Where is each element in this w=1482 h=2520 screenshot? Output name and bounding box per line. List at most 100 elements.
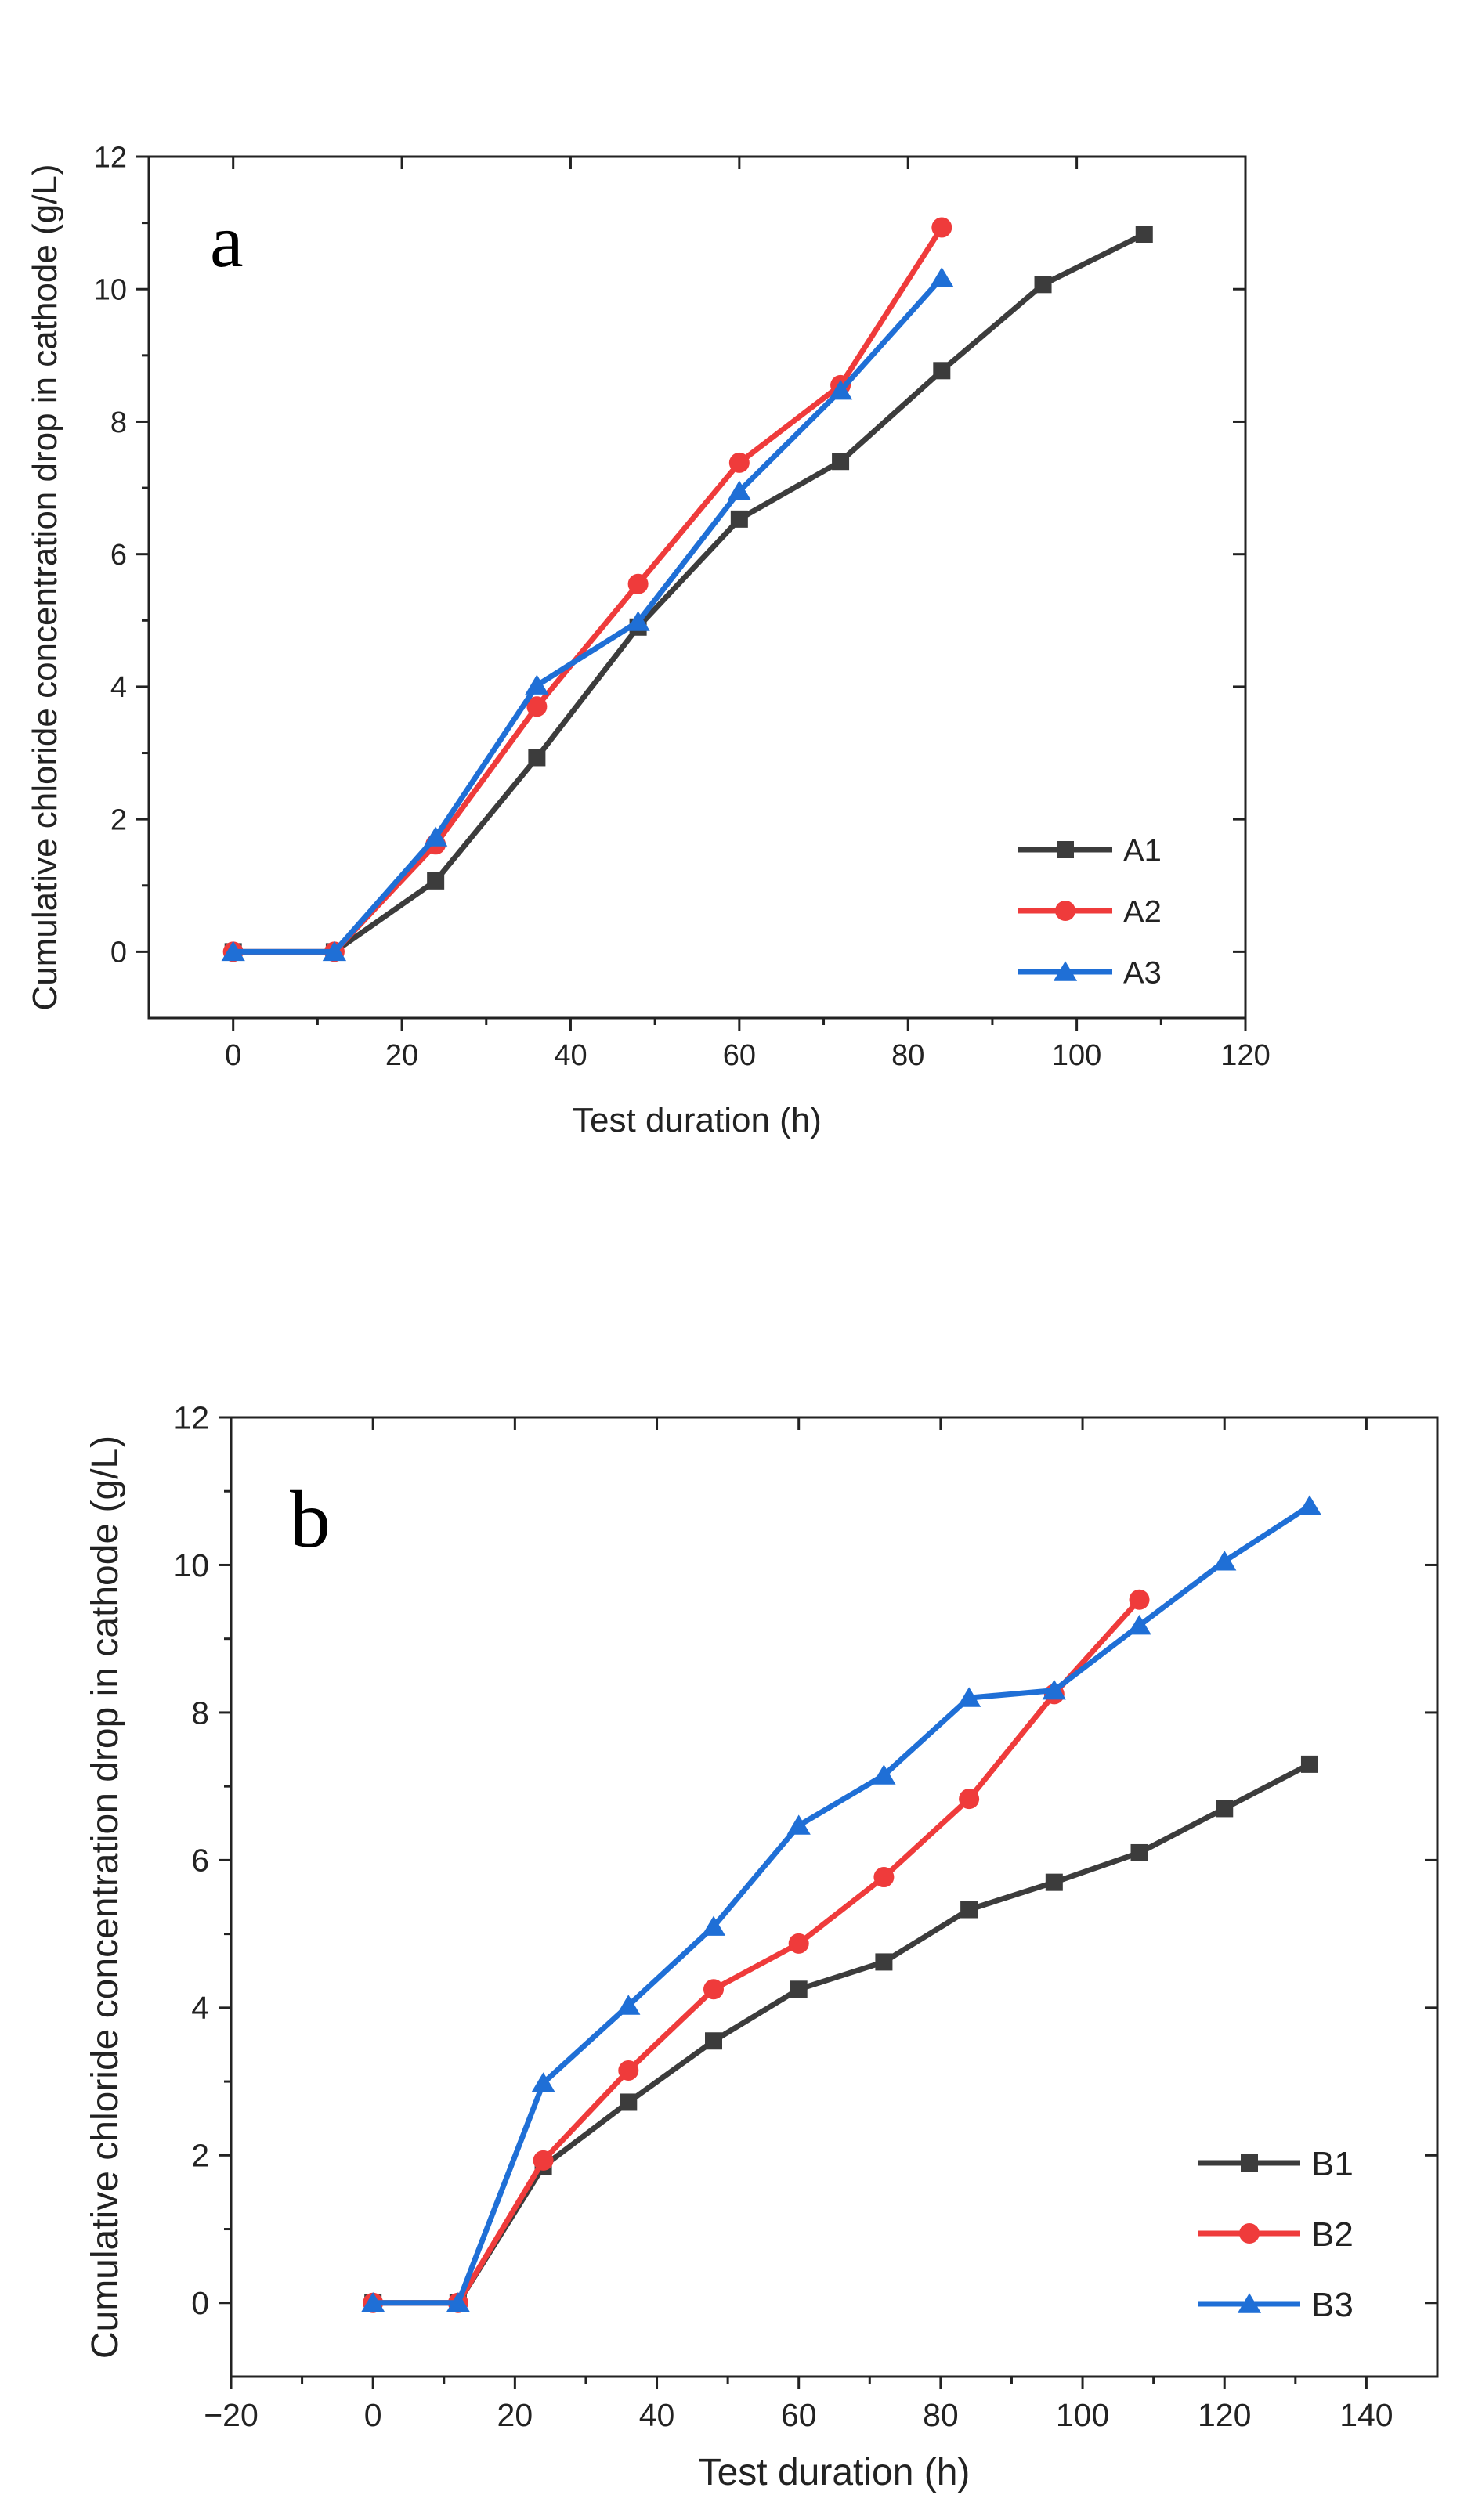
series-line-A3: [233, 276, 944, 955]
series-line-B3: [373, 1504, 1311, 2306]
x-tick-label: 0: [364, 2397, 382, 2433]
y-tick-label: 8: [191, 1695, 209, 1731]
legend-marker-A1: [1057, 841, 1074, 858]
data-point-B2: [873, 1867, 895, 1888]
data-point-B3: [531, 2072, 555, 2092]
data-point-A1: [1034, 276, 1052, 294]
y-tick-label: 4: [110, 671, 127, 704]
data-point-B1: [1300, 1755, 1318, 1773]
series-B3: [361, 1495, 1322, 2312]
data-point-B3: [701, 1915, 726, 1936]
data-point-B1: [705, 2032, 722, 2050]
chart-panel-b: −20 0 20 40 60 80 100 120 140 0 2 4 6 8 10 12 Test durat…: [85, 1399, 1439, 2493]
data-point-A1: [1135, 226, 1153, 243]
panel-label: a: [210, 199, 244, 283]
x-tick-label: 140: [1339, 2397, 1393, 2433]
legend-marker-B2: [1239, 2223, 1260, 2244]
legend-marker-A2: [1055, 901, 1075, 921]
data-point-A3: [626, 611, 650, 631]
legend-label-A2: A2: [1123, 894, 1162, 929]
data-point-B2: [703, 1979, 724, 2000]
x-tick-label: 60: [723, 1039, 756, 1072]
x-tick-label: 80: [891, 1039, 924, 1072]
x-axis-label: Test duration (h): [699, 2452, 971, 2493]
data-point-B2: [618, 2060, 639, 2081]
data-point-A1: [730, 510, 748, 528]
data-point-B1: [1045, 1873, 1063, 1891]
data-point-A3: [424, 826, 448, 847]
data-point-B3: [361, 2292, 385, 2312]
data-point-B3: [1297, 1495, 1322, 1515]
series-line-B2: [373, 1598, 1142, 2306]
data-point-B1: [960, 1901, 978, 1919]
y-tick-label: 8: [110, 406, 127, 439]
x-tick-label: 0: [225, 1039, 241, 1072]
panel-label: b: [290, 1475, 331, 1565]
x-tick-label: 60: [781, 2397, 817, 2433]
data-point-B3: [872, 1764, 896, 1785]
plot-frame: [230, 1416, 1439, 2378]
data-point-B3: [1042, 1679, 1066, 1700]
data-point-A3: [322, 940, 347, 962]
legend: A1 A2 A3: [1018, 833, 1162, 990]
x-tick-label: 100: [1052, 1039, 1101, 1072]
legend-label-A1: A1: [1123, 833, 1162, 868]
series-B2: [363, 1589, 1150, 2313]
data-point-B1: [875, 1953, 893, 1971]
legend-label-A3: A3: [1123, 955, 1162, 990]
data-point-A2: [728, 452, 750, 473]
data-point-B3: [1127, 1614, 1151, 1635]
plot-frame: [147, 155, 1247, 1020]
data-point-B3: [616, 1995, 641, 2015]
data-point-B2: [959, 1789, 980, 1810]
data-point-A2: [526, 696, 548, 717]
x-tick-label: −20: [204, 2397, 258, 2433]
x-tick-label: 40: [639, 2397, 675, 2433]
data-point-A1: [933, 362, 951, 380]
y-tick-label: 10: [94, 274, 127, 307]
legend: B1 B2 B3: [1198, 2145, 1354, 2324]
y-tick-label: 12: [173, 1399, 209, 1435]
series-B1: [364, 1755, 1318, 2312]
y-tick-label: 0: [110, 937, 127, 969]
data-point-B1: [790, 1980, 808, 1998]
legend-label-B1: B1: [1311, 2145, 1354, 2183]
y-tick-label: 4: [191, 1990, 209, 2026]
data-point-A1: [427, 872, 445, 890]
y-tick-label: 0: [191, 2285, 209, 2321]
x-tick-label: 20: [385, 1039, 418, 1072]
y-tick-label: 12: [94, 141, 127, 174]
data-point-A1: [528, 749, 546, 767]
x-tick-label: 120: [1220, 1039, 1270, 1072]
chart-panel-a: 0 20 40 60 80 100 120 0 2 4 6 8 10 12 Test duration (h…: [26, 141, 1271, 1139]
legend-marker-B1: [1241, 2154, 1258, 2172]
series-line-B1: [373, 1761, 1311, 2306]
x-tick-label: 120: [1198, 2397, 1251, 2433]
y-tick-label: 2: [191, 2138, 209, 2174]
legend-marker-B3: [1237, 2293, 1262, 2313]
y-tick-label: 2: [110, 803, 127, 836]
data-point-A3: [930, 267, 954, 287]
data-point-B1: [1130, 1843, 1148, 1861]
data-point-A2: [627, 573, 649, 594]
y-axis-label: Cumulative chloride concentration drop i…: [26, 164, 64, 1010]
data-point-A1: [832, 453, 850, 471]
y-axis-label: Cumulative chloride concentration drop i…: [85, 1435, 126, 2359]
series-line-A1: [233, 231, 1146, 955]
data-point-A2: [931, 217, 952, 238]
x-axis-label: Test duration (h): [573, 1101, 822, 1139]
data-point-B1: [1216, 1800, 1234, 1818]
legend-label-B3: B3: [1311, 2286, 1354, 2324]
data-point-A3: [828, 379, 853, 400]
legend-marker-A3: [1053, 961, 1078, 981]
y-tick-label: 6: [110, 539, 127, 572]
data-point-A3: [525, 674, 549, 695]
series-A3: [221, 267, 954, 962]
data-point-B3: [446, 2292, 471, 2312]
x-tick-label: 100: [1056, 2397, 1109, 2433]
y-tick-label: 6: [191, 1843, 209, 1879]
series-line-A2: [233, 226, 945, 955]
data-point-A3: [727, 480, 751, 500]
data-point-A3: [221, 940, 245, 962]
